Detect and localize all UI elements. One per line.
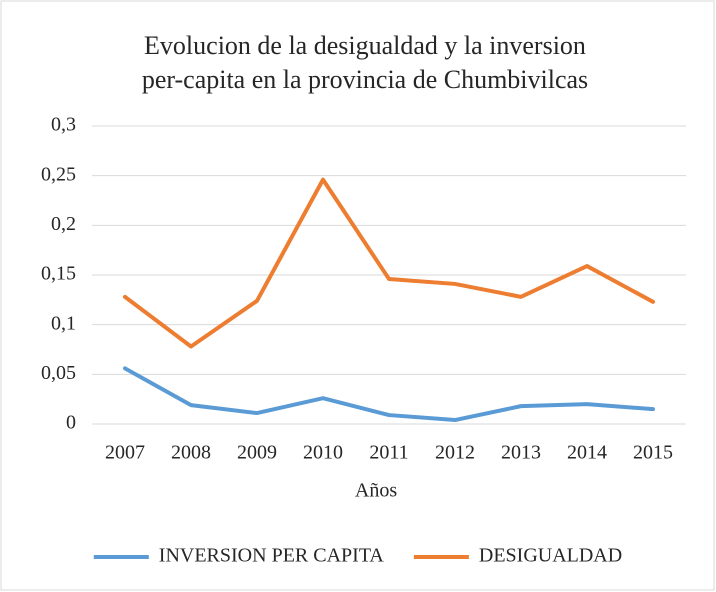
x-tick-label: 2008 [171, 442, 211, 464]
x-tick-label: 2011 [369, 442, 408, 464]
x-tick-label: 2012 [435, 442, 475, 464]
legend-label: INVERSION PER CAPITA [159, 545, 385, 567]
chart-title: Evolucion de la desigualdad y la inversi… [144, 31, 586, 60]
y-tick-label: 0 [66, 412, 76, 434]
y-tick-label: 0,25 [41, 163, 76, 185]
x-tick-label: 2007 [105, 442, 145, 464]
legend-label: DESIGUALDAD [479, 545, 622, 567]
line-series [123, 366, 655, 423]
x-tick-label: 2009 [237, 442, 277, 464]
x-tick-label: 2015 [633, 442, 673, 464]
x-tick-label: 2013 [501, 442, 541, 464]
x-axis-label: Años [355, 480, 397, 502]
y-tick-label: 0,2 [51, 213, 76, 235]
y-tick-label: 0,15 [41, 263, 76, 285]
chart-title: per-capita en la provincia de Chumbivilc… [142, 65, 588, 94]
y-tick-label: 0,1 [51, 312, 76, 334]
y-tick-label: 0,05 [41, 362, 76, 384]
y-tick-label: 0,3 [51, 114, 76, 136]
line-series [123, 177, 655, 349]
x-tick-label: 2010 [303, 442, 343, 464]
x-tick-label: 2014 [567, 442, 607, 464]
